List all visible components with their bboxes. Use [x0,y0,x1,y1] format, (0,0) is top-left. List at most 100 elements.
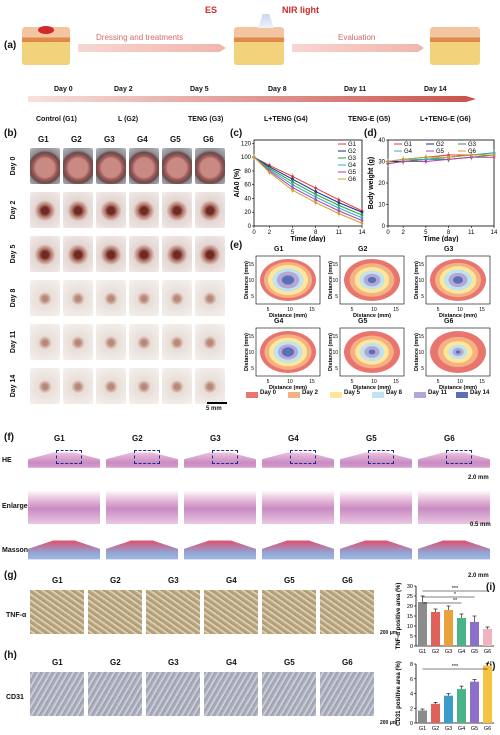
group-label-g4: L+TENG (G4) [264,116,308,123]
wound-photo [63,280,93,316]
histology-image-he [340,452,412,468]
col-header-g1: G1 [54,434,65,443]
wound-photo [63,324,93,360]
chart-i: 0 5 10 15 20 25 30 TNF-α positive area (%) G1 G2 G… [396,583,494,655]
significance-label: *** [452,586,459,592]
zoom-box [446,450,472,464]
zoom-box [368,450,394,464]
row-label-day-5: Day 5 [10,244,17,264]
histology-image-he [418,452,490,468]
trace-day-5 [455,350,461,354]
y-tick-label: 4 [410,692,413,698]
col-header-g2: G2 [132,434,143,443]
y-axis-label: Body weight (g) [368,157,375,210]
y-tick-label: 10 [332,278,338,284]
plot-frame [255,255,321,305]
zoom-box [134,450,160,464]
scale-bar-label-f3: 2.0 mm [468,573,489,579]
x-axis-label: Distance (mm) [353,313,391,318]
stain-image [320,590,374,634]
y-tick-label: 15 [248,262,254,268]
wound-photo [30,280,60,316]
stain-image [204,672,258,716]
x-axis-label: Distance (mm) [269,313,307,318]
legend-swatch-day-5 [456,392,468,398]
x-tick-label: 14 [491,230,498,236]
y-tick-label: 5 [335,294,338,300]
x-tick-label: G5 [471,649,478,655]
row-label-g-grid: TNF-α [6,612,27,619]
histology-image-masson [28,540,100,560]
x-tick-label: G4 [458,726,465,732]
x-tick-label: 0 [386,230,390,236]
y-tick-label: 0 [410,644,413,650]
y-axis-label: CD31 positive area (%) [396,661,402,726]
legend-label-g1: G1 [404,142,413,148]
histology-image-masson [184,540,256,560]
row-label-enlarge: Enlarge [2,503,28,510]
y-axis-label: Distance (mm) [414,261,420,299]
y-tick-label: 8 [410,662,413,668]
scale-bar-label-f2: 0.5 mm [470,522,491,528]
stain-image [262,672,316,716]
wound-photo [129,368,159,404]
wound-photo [63,192,93,228]
wound-photo [129,236,159,272]
col-header-g6: G6 [342,576,353,585]
legend-label-g6: G6 [348,177,357,183]
nir-beam [258,14,274,28]
y-tick-label: 6 [410,677,413,683]
wound-photo [162,148,192,184]
y-tick-label: 15 [418,334,424,340]
plot-frame [253,139,363,227]
x-tick-label: G6 [484,726,491,732]
wound-photo [162,192,192,228]
es-label: ES [205,5,218,15]
y-tick-label: 10 [378,203,385,209]
significance-label: *** [452,664,459,670]
scale-bar-label-g: 200 μm [380,630,398,636]
x-tick-label: 5 [267,379,270,385]
wound-photo [30,368,60,404]
significance-label: ** [453,598,458,604]
stain-image [320,672,374,716]
stain-image [146,590,200,634]
x-tick-label: 5 [351,307,354,313]
legend-swatch-day-4 [414,392,426,398]
legend-label-g5: G5 [436,149,445,155]
stain-image [262,590,316,634]
col-header-g3: G3 [104,135,115,144]
y-tick-label: 2 [410,706,413,712]
x-tick-label: 11 [336,230,343,236]
x-axis-label: Distance (mm) [439,385,477,390]
y-tick-label: 0 [248,224,252,230]
trace-title-g6: G6 [444,318,454,325]
panel-label-f: (f) [4,432,14,443]
y-axis-label: TNF-α positive area (%) [396,583,402,650]
day-label-14: Day 14 [424,86,447,93]
y-tick-label: 100 [241,155,252,161]
wound-photo [195,324,225,360]
x-tick-label: 10 [287,307,293,313]
col-header-g4: G4 [137,135,148,144]
chart-c: 0 20 40 60 80 100 120 0 2 5 8 11 14 Time (day) A/A0 (%… [234,139,366,242]
wound-photo [63,236,93,272]
panel-label-b: (b) [4,128,17,139]
dressing-label: Dressing and treatments [96,33,184,42]
row-label-day-11: Day 11 [10,330,17,354]
chart-d: 0 10 20 30 40 0 2 5 8 11 14 Time (day) Body weight (… [368,138,498,242]
x-tick-label: 15 [479,379,485,385]
legend-swatch-day-1 [288,392,300,398]
col-header-g4: G4 [226,658,237,667]
x-tick-label: G5 [471,726,478,732]
y-tick-label: 5 [421,294,424,300]
x-tick-label: 2 [401,230,405,236]
series-line-g6 [253,156,363,224]
bar-g6 [483,629,492,646]
stain-image [88,590,142,634]
legend-label-g4: G4 [348,163,357,169]
col-header-g6: G6 [342,658,353,667]
